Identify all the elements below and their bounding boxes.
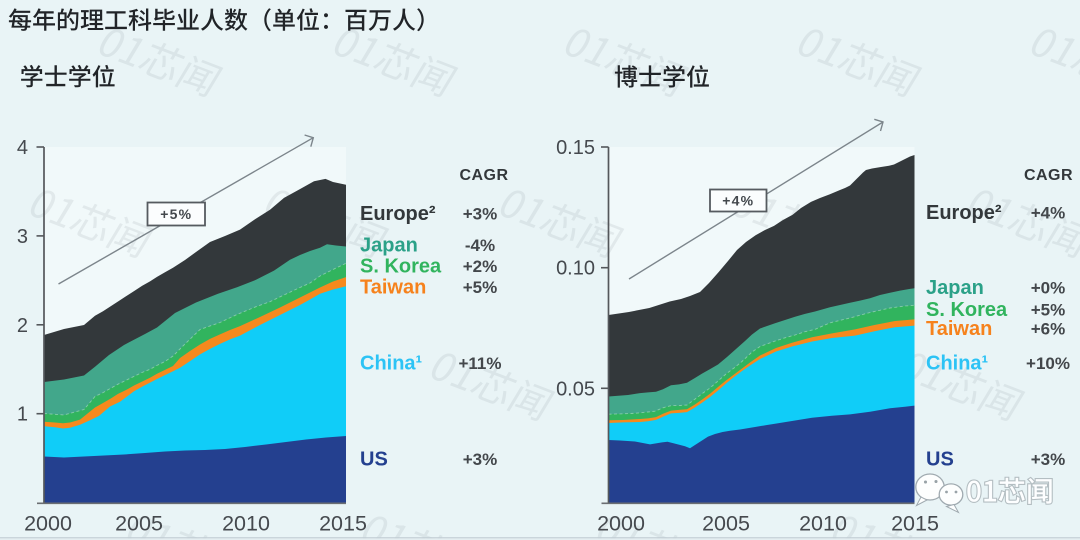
svg-text:2010: 2010 [799, 512, 847, 536]
svg-text:US: US [360, 449, 388, 471]
svg-text:2015: 2015 [319, 512, 367, 536]
svg-text:2015: 2015 [891, 512, 939, 536]
svg-text:+11%: +11% [458, 354, 501, 373]
svg-text:+2%: +2% [463, 257, 498, 276]
svg-text:2005: 2005 [702, 512, 750, 536]
svg-text:0.10: 0.10 [556, 258, 595, 280]
svg-text:2000: 2000 [24, 512, 72, 536]
svg-text:0.05: 0.05 [556, 378, 595, 400]
svg-text:+5%: +5% [1031, 301, 1066, 320]
svg-text:2000: 2000 [597, 512, 645, 536]
svg-text:S. Korea: S. Korea [926, 299, 1008, 321]
svg-text:-4%: -4% [465, 236, 495, 255]
svg-text:+4%: +4% [1031, 204, 1066, 223]
svg-text:Japan: Japan [360, 235, 418, 257]
svg-text:Japan: Japan [926, 277, 984, 299]
svg-text:Taiwan: Taiwan [360, 277, 426, 299]
svg-text:+5%: +5% [463, 278, 498, 297]
svg-text:2: 2 [17, 315, 28, 337]
svg-text:4: 4 [17, 137, 28, 159]
svg-text:China¹: China¹ [926, 353, 989, 375]
svg-text:+10%: +10% [1026, 354, 1070, 373]
svg-text:2005: 2005 [115, 512, 163, 536]
svg-text:CAGR: CAGR [1024, 167, 1073, 184]
svg-text:+3%: +3% [1031, 450, 1066, 469]
svg-text:+4%: +4% [722, 193, 754, 209]
svg-text:Europe²: Europe² [926, 202, 1002, 224]
svg-text:3: 3 [17, 226, 28, 248]
svg-text:0.15: 0.15 [556, 137, 595, 159]
svg-text:S. Korea: S. Korea [360, 256, 442, 278]
svg-text:2010: 2010 [222, 512, 270, 536]
svg-text:US: US [926, 449, 954, 471]
svg-text:+3%: +3% [463, 205, 498, 224]
svg-text:+3%: +3% [463, 450, 498, 469]
svg-text:Taiwan: Taiwan [926, 318, 992, 340]
svg-text:Europe²: Europe² [360, 203, 436, 225]
svg-text:+5%: +5% [160, 206, 192, 222]
svg-text:+0%: +0% [1031, 279, 1066, 298]
svg-text:China¹: China¹ [360, 353, 423, 375]
svg-text:1: 1 [17, 404, 28, 426]
svg-text:+6%: +6% [1031, 320, 1066, 339]
svg-text:CAGR: CAGR [459, 167, 508, 184]
